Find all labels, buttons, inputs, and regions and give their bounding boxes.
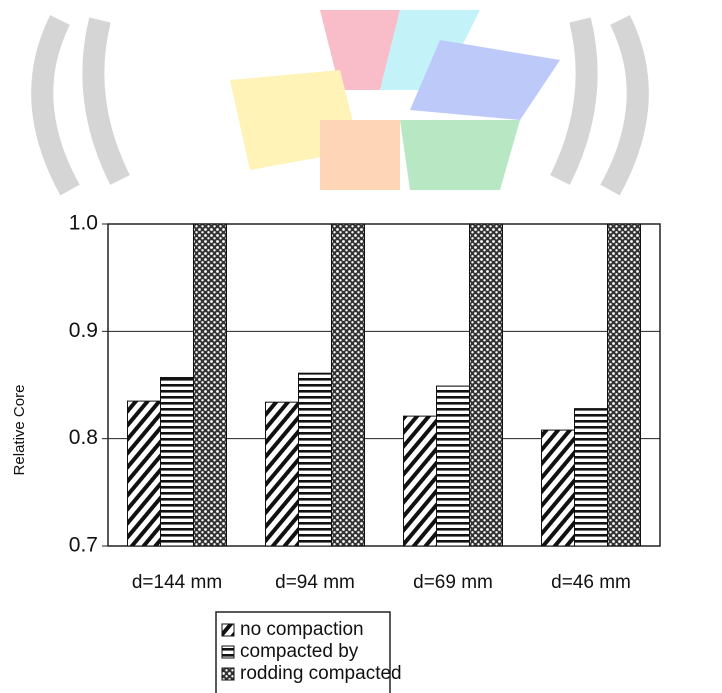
x-tick-label: d=144 mm — [132, 572, 222, 593]
bar — [332, 224, 365, 546]
bar — [437, 386, 470, 546]
legend-label: no compaction — [240, 619, 364, 640]
y-tick-label: 1.0 — [69, 212, 98, 235]
legend-label: rodding compacted — [240, 663, 402, 684]
bar — [299, 373, 332, 546]
legend-swatch — [222, 624, 234, 636]
bar — [542, 430, 575, 546]
bar — [404, 416, 437, 546]
legend-swatch — [222, 668, 234, 680]
legend-label: compacted by — [240, 641, 359, 662]
x-tick-label: d=46 mm — [551, 572, 631, 593]
chart: Relative Core 0.7 0.8 0.9 1.0 d=144 mm d=94 m… — [0, 0, 722, 693]
bar — [161, 377, 194, 546]
bar — [194, 224, 227, 546]
bar — [470, 224, 503, 546]
y-tick-label: 0.9 — [69, 319, 98, 342]
legend-swatch — [222, 646, 234, 658]
watermark — [42, 10, 638, 190]
y-tick-label: 0.8 — [69, 426, 98, 449]
x-tick-label: d=94 mm — [275, 572, 355, 593]
bar — [608, 224, 641, 546]
y-tick-label: 0.7 — [69, 534, 98, 557]
bar — [266, 402, 299, 546]
y-axis-title: Relative Core — [11, 385, 28, 476]
x-tick-label: d=69 mm — [413, 572, 493, 593]
bar — [575, 409, 608, 546]
bar — [128, 401, 161, 546]
